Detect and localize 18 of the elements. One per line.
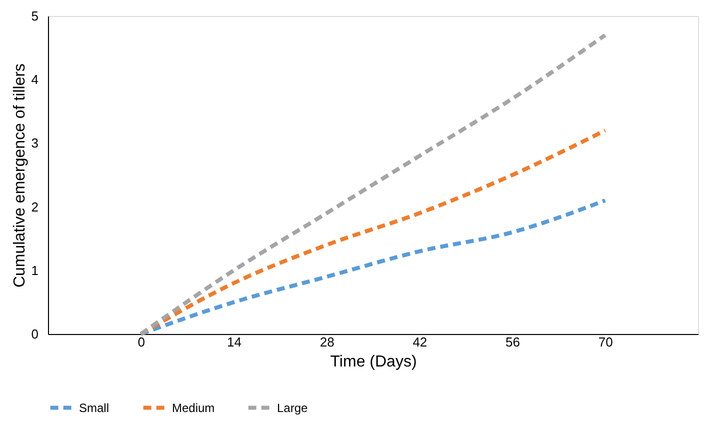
x-tick-label: 14 bbox=[226, 334, 242, 350]
y-tick-label: 2 bbox=[31, 199, 38, 214]
y-tick-label: 4 bbox=[31, 72, 38, 88]
y-axis-title: Cumulative emergence of tillers bbox=[11, 63, 28, 288]
y-tick-label: 5 bbox=[31, 8, 38, 24]
x-axis-title: Time (Days) bbox=[330, 354, 417, 370]
x-tick-label: 56 bbox=[506, 334, 520, 350]
x-tick-label: 42 bbox=[412, 334, 428, 350]
y-tick-label: 3 bbox=[31, 136, 38, 151]
legend-label: Medium bbox=[172, 400, 215, 415]
x-tick-label: 70 bbox=[598, 334, 613, 350]
y-tick-label: 1 bbox=[31, 262, 38, 278]
line-series bbox=[138, 198, 608, 336]
x-tick-label: 0 bbox=[138, 334, 145, 350]
legend-label: Small bbox=[79, 400, 110, 415]
legend-label: Large bbox=[277, 400, 308, 415]
x-tick-label: 28 bbox=[320, 334, 334, 350]
line-series bbox=[138, 33, 608, 336]
